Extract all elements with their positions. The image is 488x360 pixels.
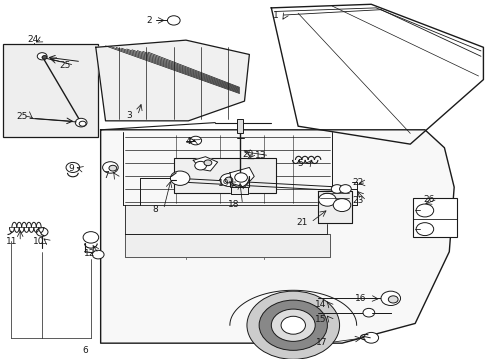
- Circle shape: [203, 160, 211, 166]
- Text: 20: 20: [242, 150, 254, 159]
- Text: 10: 10: [33, 237, 44, 246]
- Bar: [3, 44, 98, 137]
- Text: 7: 7: [103, 171, 109, 180]
- Circle shape: [42, 55, 47, 59]
- Polygon shape: [229, 167, 254, 187]
- Circle shape: [79, 121, 86, 126]
- Polygon shape: [125, 234, 329, 257]
- Circle shape: [415, 223, 433, 235]
- Text: 6: 6: [82, 346, 88, 355]
- Circle shape: [37, 53, 47, 60]
- Text: 21: 21: [296, 218, 307, 227]
- Circle shape: [259, 300, 327, 350]
- Text: 22: 22: [351, 178, 363, 187]
- Circle shape: [36, 228, 48, 236]
- Text: 24: 24: [28, 35, 39, 44]
- Circle shape: [92, 250, 104, 259]
- Text: 11: 11: [6, 237, 17, 246]
- Circle shape: [415, 204, 433, 217]
- Polygon shape: [101, 130, 453, 343]
- Circle shape: [75, 118, 87, 127]
- Polygon shape: [271, 4, 483, 144]
- Circle shape: [318, 193, 335, 206]
- Circle shape: [66, 162, 80, 172]
- Text: 8: 8: [152, 205, 157, 214]
- Polygon shape: [230, 187, 248, 194]
- Text: 3: 3: [126, 111, 132, 120]
- Text: 23: 23: [351, 196, 363, 205]
- Circle shape: [339, 185, 350, 193]
- Text: 4: 4: [185, 137, 191, 146]
- Circle shape: [109, 165, 117, 171]
- Text: 5: 5: [297, 159, 303, 168]
- Bar: [173, 158, 276, 193]
- Polygon shape: [317, 191, 351, 223]
- Circle shape: [363, 332, 378, 343]
- Circle shape: [362, 309, 374, 317]
- Text: 18: 18: [227, 200, 239, 209]
- Circle shape: [189, 136, 201, 145]
- Text: 2: 2: [146, 16, 152, 25]
- Circle shape: [246, 291, 339, 359]
- Circle shape: [194, 161, 206, 170]
- Bar: [236, 119, 242, 134]
- Text: 25: 25: [16, 112, 27, 121]
- Circle shape: [83, 231, 99, 243]
- Circle shape: [332, 199, 350, 212]
- Polygon shape: [193, 157, 217, 171]
- Text: 19: 19: [218, 179, 229, 188]
- Circle shape: [380, 291, 400, 306]
- Bar: [412, 198, 456, 237]
- Text: 9: 9: [68, 164, 74, 173]
- Text: 25: 25: [60, 61, 71, 70]
- Polygon shape: [96, 40, 249, 121]
- Circle shape: [224, 177, 232, 183]
- Text: 13: 13: [254, 151, 266, 160]
- Circle shape: [281, 316, 305, 334]
- Polygon shape: [125, 205, 327, 234]
- Circle shape: [102, 162, 118, 173]
- Circle shape: [170, 171, 189, 185]
- Circle shape: [271, 309, 315, 341]
- Text: 17: 17: [315, 338, 326, 347]
- Text: 16: 16: [354, 294, 366, 303]
- Circle shape: [387, 296, 397, 303]
- Text: 14: 14: [315, 300, 326, 309]
- Circle shape: [330, 185, 342, 193]
- Text: 1: 1: [273, 11, 279, 20]
- Text: 12: 12: [84, 249, 96, 258]
- Polygon shape: [229, 290, 356, 325]
- Circle shape: [220, 174, 237, 186]
- Text: 15: 15: [315, 315, 326, 324]
- Text: 26: 26: [422, 194, 434, 203]
- Circle shape: [167, 16, 180, 25]
- Circle shape: [234, 173, 247, 182]
